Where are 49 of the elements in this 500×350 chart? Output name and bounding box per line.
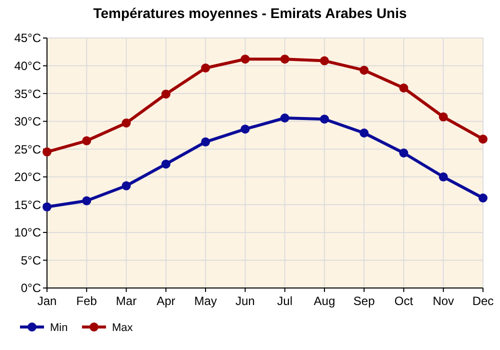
point	[399, 148, 408, 158]
y-tick-label: 10°C	[14, 226, 42, 240]
point	[478, 194, 488, 202]
y-tick-label: 30°C	[14, 114, 42, 129]
x-tick-label: Sep	[353, 294, 376, 308]
x-tick-label: Aug	[314, 294, 336, 308]
point	[360, 128, 369, 138]
y-tick-label: 25°C	[14, 142, 42, 156]
point	[280, 54, 290, 64]
point	[360, 66, 369, 75]
point	[478, 134, 488, 144]
x-tick-label: Oct	[394, 294, 414, 308]
point	[82, 196, 92, 206]
point	[320, 56, 329, 66]
point	[201, 137, 210, 146]
point	[42, 202, 52, 212]
x-tick-label: Apr	[156, 294, 176, 308]
point	[201, 64, 210, 72]
point	[280, 114, 290, 122]
y-tick-label: 45°C	[14, 31, 42, 46]
point	[42, 147, 52, 156]
point	[399, 84, 408, 92]
point	[82, 136, 92, 146]
y-tick-label: 20°C	[14, 170, 42, 184]
point	[161, 90, 170, 99]
x-tick-label: Mar	[116, 294, 137, 308]
y-tick-label: 40°C	[14, 58, 42, 73]
chart-title: Températures moyennes - Emirats Arabes Unis	[93, 5, 407, 21]
legend-label: Min	[50, 322, 68, 334]
point	[438, 172, 448, 182]
point	[240, 124, 250, 134]
y-tick-label: 35°C	[14, 86, 42, 101]
point	[320, 114, 329, 124]
y-tick-label: 0°C	[20, 281, 42, 296]
x-tick-label: Jul	[277, 294, 292, 308]
point	[122, 118, 131, 128]
y-tick-label: 15°C	[14, 198, 42, 212]
point	[438, 112, 448, 122]
x-tick-label: Nov	[432, 294, 454, 308]
x-tick-label: Dec	[472, 294, 494, 308]
x-tick-label: Jun	[236, 294, 255, 308]
point	[161, 160, 170, 169]
x-tick-label: May	[194, 294, 217, 308]
y-tick-label: 5°C	[20, 253, 42, 268]
x-tick-label: Jan	[37, 294, 57, 308]
point	[122, 181, 131, 190]
legend-label: Max	[112, 322, 134, 334]
x-tick-label: Feb	[76, 294, 98, 308]
point	[240, 54, 250, 64]
